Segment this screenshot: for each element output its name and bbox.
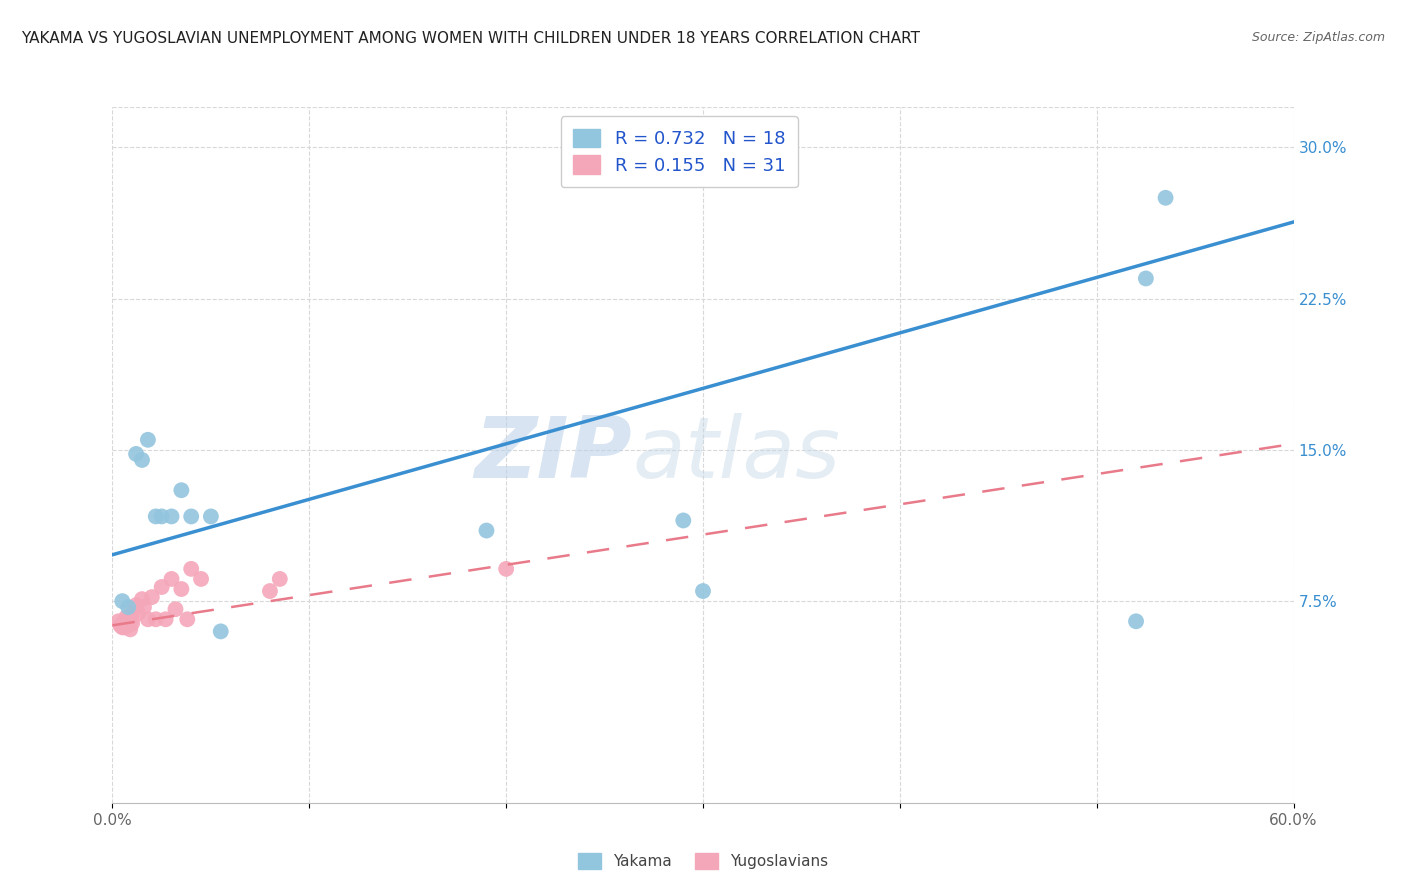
Point — [117, 612, 139, 626]
Point — [136, 612, 159, 626]
Point — [125, 598, 148, 612]
Point — [111, 594, 134, 608]
Point — [132, 600, 155, 615]
Point — [176, 612, 198, 626]
Point — [180, 509, 202, 524]
Point — [495, 562, 517, 576]
Legend: Yakama, Yugoslavians: Yakama, Yugoslavians — [572, 847, 834, 875]
Point — [475, 524, 498, 538]
Point — [107, 615, 129, 629]
Point — [1135, 271, 1157, 285]
Point — [131, 592, 153, 607]
Point — [150, 580, 173, 594]
Point — [136, 433, 159, 447]
Point — [155, 612, 177, 626]
Point — [120, 623, 142, 637]
Point — [145, 612, 167, 626]
Point — [200, 509, 222, 524]
Text: atlas: atlas — [633, 413, 841, 497]
Point — [131, 453, 153, 467]
Point — [160, 572, 183, 586]
Point — [170, 483, 193, 498]
Point — [180, 562, 202, 576]
Point — [269, 572, 291, 586]
Point — [115, 618, 138, 632]
Point — [672, 513, 695, 527]
Point — [127, 606, 149, 620]
Point — [150, 509, 173, 524]
Legend: R = 0.732   N = 18, R = 0.155   N = 31: R = 0.732 N = 18, R = 0.155 N = 31 — [561, 116, 799, 187]
Point — [160, 509, 183, 524]
Point — [190, 572, 212, 586]
Point — [121, 616, 143, 631]
Point — [115, 610, 138, 624]
Point — [111, 620, 134, 634]
Text: ZIP: ZIP — [474, 413, 633, 497]
Point — [125, 447, 148, 461]
Text: Source: ZipAtlas.com: Source: ZipAtlas.com — [1251, 31, 1385, 45]
Point — [117, 618, 139, 632]
Point — [145, 509, 167, 524]
Point — [117, 600, 139, 615]
Point — [1125, 615, 1147, 629]
Point — [112, 615, 135, 629]
Point — [209, 624, 232, 639]
Point — [165, 602, 187, 616]
Point — [120, 615, 142, 629]
Point — [110, 618, 132, 632]
Point — [121, 606, 143, 620]
Text: YAKAMA VS YUGOSLAVIAN UNEMPLOYMENT AMONG WOMEN WITH CHILDREN UNDER 18 YEARS CORR: YAKAMA VS YUGOSLAVIAN UNEMPLOYMENT AMONG… — [21, 31, 920, 46]
Point — [141, 590, 163, 604]
Point — [259, 584, 281, 599]
Point — [170, 582, 193, 596]
Point — [112, 620, 135, 634]
Point — [692, 584, 714, 599]
Point — [1154, 191, 1177, 205]
